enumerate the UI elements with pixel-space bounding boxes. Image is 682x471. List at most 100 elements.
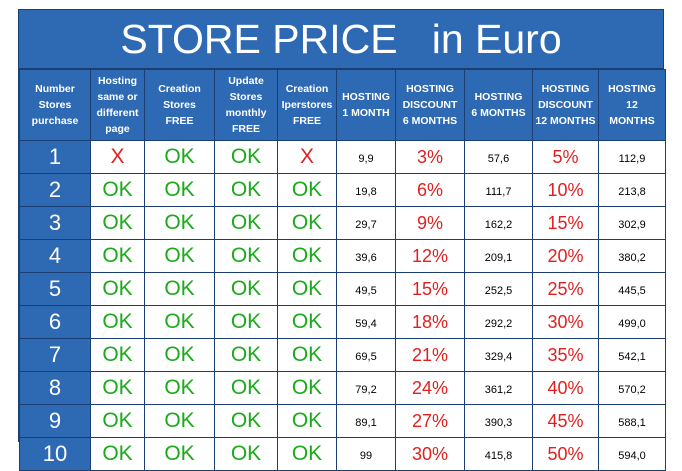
creation-iperstores-cell: OK: [277, 404, 337, 438]
discount-6-months-cell: 18%: [395, 305, 465, 339]
table-row: 10 OK OK OK OK 99 30% 415,8 50% 594,0: [19, 437, 666, 471]
row-number-cell: 5: [19, 272, 91, 306]
hosting-1-month-cell: 9,9: [336, 140, 396, 174]
discount-6-months-cell: 3%: [395, 140, 465, 174]
hosting-page-cell: OK: [90, 371, 145, 405]
hosting-12-months-cell: 588,1: [598, 404, 666, 438]
row-number-cell: 9: [19, 404, 91, 438]
header-hosting-1-month: HOSTING 1 MONTH: [336, 69, 396, 141]
creation-iperstores-cell: X: [277, 140, 337, 174]
creation-iperstores-cell: OK: [277, 206, 337, 240]
price-table: Number Stores purchase Hosting same or differ…: [19, 69, 666, 471]
header-discount-12-months: HOSTING DISCOUNT 12 MONTHS: [532, 69, 599, 141]
discount-12-months-cell: 40%: [532, 371, 599, 405]
hosting-6-months-cell: 415,8: [464, 437, 533, 471]
header-line: purchase: [31, 115, 79, 127]
creation-stores-cell: OK: [144, 305, 215, 339]
hosting-6-months-cell: 390,3: [464, 404, 533, 438]
header-line: HOSTING: [342, 91, 390, 103]
hosting-1-month-cell: 39,6: [336, 239, 396, 273]
hosting-1-month-cell: 19,8: [336, 173, 396, 207]
header-line: HOSTING: [608, 83, 656, 95]
header-line: FREE: [292, 115, 321, 127]
table-row: 5 OK OK OK OK 49,5 15% 252,5 25% 445,5: [19, 272, 666, 306]
header-line: Iperstores: [281, 99, 333, 111]
hosting-1-month-cell: 89,1: [336, 404, 396, 438]
update-stores-cell: OK: [214, 404, 278, 438]
update-stores-cell: OK: [214, 140, 278, 174]
creation-iperstores-cell: OK: [277, 437, 337, 471]
discount-12-months-cell: 15%: [532, 206, 599, 240]
header-line: HOSTING: [541, 83, 590, 95]
update-stores-cell: OK: [214, 371, 278, 405]
creation-iperstores-cell: OK: [277, 272, 337, 306]
discount-12-months-cell: 5%: [532, 140, 599, 174]
hosting-1-month-cell: 99: [336, 437, 396, 471]
header-line: Creation: [285, 83, 329, 95]
row-number-cell: 8: [19, 371, 91, 405]
hosting-12-months-cell: 302,9: [598, 206, 666, 240]
header-line: different: [96, 107, 139, 119]
discount-6-months-cell: 30%: [395, 437, 465, 471]
row-number-cell: 4: [19, 239, 91, 273]
row-number-cell: 1: [19, 140, 91, 174]
hosting-6-months-cell: 292,2: [464, 305, 533, 339]
hosting-12-months-cell: 542,1: [598, 338, 666, 372]
hosting-6-months-cell: 329,4: [464, 338, 533, 372]
header-line: page: [105, 123, 130, 135]
header-creation-iperstores: Creation Iperstores FREE: [277, 69, 337, 141]
header-creation-stores: Creation Stores FREE: [144, 69, 215, 141]
hosting-6-months-cell: 57,6: [464, 140, 533, 174]
discount-6-months-cell: 15%: [395, 272, 465, 306]
row-number-cell: 3: [19, 206, 91, 240]
update-stores-cell: OK: [214, 206, 278, 240]
header-update-stores: Update Stores monthly FREE: [214, 69, 278, 141]
discount-6-months-cell: 9%: [395, 206, 465, 240]
row-number-cell: 7: [19, 338, 91, 372]
hosting-page-cell: OK: [90, 272, 145, 306]
header-line: same or: [97, 91, 138, 103]
discount-6-months-cell: 6%: [395, 173, 465, 207]
hosting-1-month-cell: 79,2: [336, 371, 396, 405]
header-hosting-page: Hosting same or different page: [90, 69, 145, 141]
discount-6-months-cell: 12%: [395, 239, 465, 273]
table-row: 2 OK OK OK OK 19,8 6% 111,7 10% 213,8: [19, 173, 666, 207]
creation-stores-cell: OK: [144, 140, 215, 174]
header-line: 6 MONTHS: [471, 107, 526, 119]
header-line: Stores: [38, 99, 72, 111]
hosting-12-months-cell: 594,0: [598, 437, 666, 471]
table-row: 7 OK OK OK OK 69,5 21% 329,4 35% 542,1: [19, 338, 666, 372]
creation-iperstores-cell: OK: [277, 371, 337, 405]
creation-stores-cell: OK: [144, 338, 215, 372]
table-row: 4 OK OK OK OK 39,6 12% 209,1 20% 380,2: [19, 239, 666, 273]
header-line: 12 MONTHS: [535, 115, 596, 127]
hosting-6-months-cell: 361,2: [464, 371, 533, 405]
hosting-page-cell: OK: [90, 305, 145, 339]
creation-stores-cell: OK: [144, 206, 215, 240]
header-line: Update: [228, 75, 264, 87]
table-body: 1 X OK OK X 9,9 3% 57,6 5% 112,9 2 OK OK OK OK 19,8 6% 11…: [19, 140, 666, 471]
update-stores-cell: OK: [214, 239, 278, 273]
hosting-1-month-cell: 69,5: [336, 338, 396, 372]
table-row: 8 OK OK OK OK 79,2 24% 361,2 40% 570,2: [19, 371, 666, 405]
header-line: Creation: [158, 83, 201, 95]
hosting-page-cell: OK: [90, 437, 145, 471]
header-line: MONTHS: [609, 115, 655, 127]
header-line: FREE: [165, 115, 194, 127]
header-row: Number Stores purchase Hosting same or differ…: [19, 69, 666, 141]
creation-iperstores-cell: OK: [277, 173, 337, 207]
hosting-12-months-cell: 213,8: [598, 173, 666, 207]
header-line: Stores: [229, 91, 263, 103]
hosting-6-months-cell: 209,1: [464, 239, 533, 273]
creation-stores-cell: OK: [144, 404, 215, 438]
hosting-page-cell: X: [90, 140, 145, 174]
discount-6-months-cell: 24%: [395, 371, 465, 405]
creation-stores-cell: OK: [144, 272, 215, 306]
header-line: Hosting: [97, 75, 138, 87]
discount-12-months-cell: 25%: [532, 272, 599, 306]
hosting-1-month-cell: 49,5: [336, 272, 396, 306]
hosting-6-months-cell: 162,2: [464, 206, 533, 240]
creation-stores-cell: OK: [144, 371, 215, 405]
hosting-1-month-cell: 59,4: [336, 305, 396, 339]
row-number-cell: 10: [19, 437, 91, 471]
